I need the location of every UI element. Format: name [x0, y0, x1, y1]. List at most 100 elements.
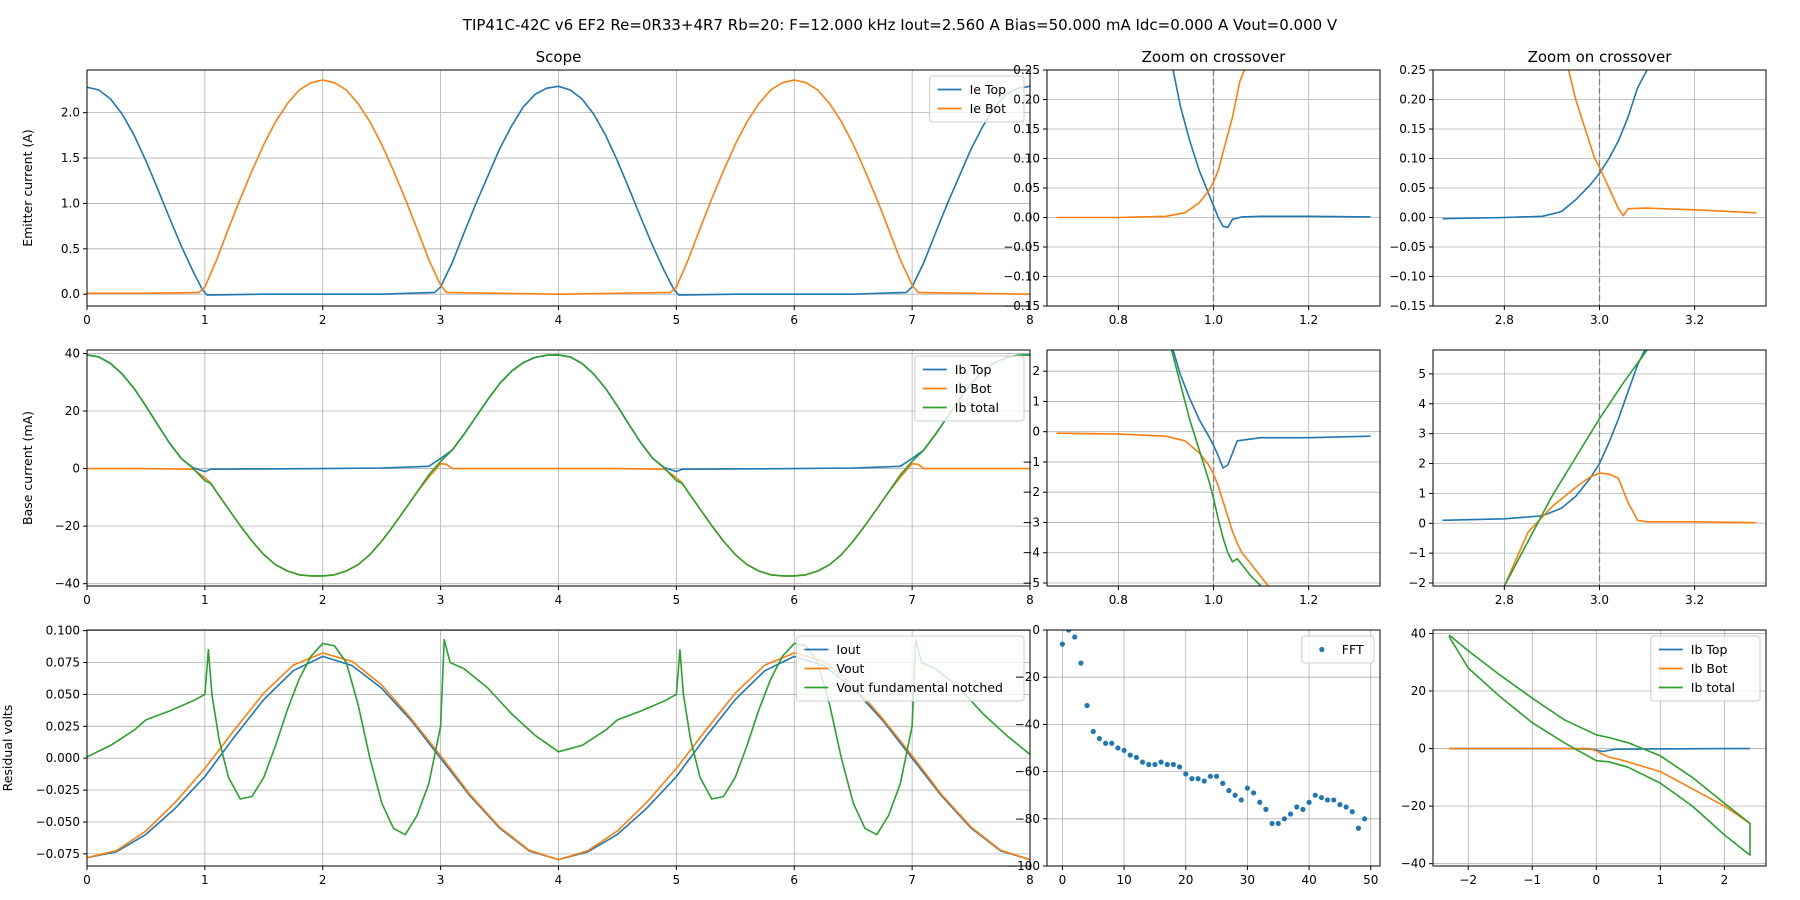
legend: Ib Top Ib Bot Ib total — [1650, 635, 1761, 702]
tick-label-y: −20 — [1401, 799, 1426, 813]
data-point — [1300, 806, 1306, 812]
legend-label: Ib Top — [1691, 642, 1728, 657]
data-point — [1281, 816, 1288, 822]
data-point — [1195, 776, 1201, 782]
series-line-ib-total — [1503, 350, 1648, 586]
tick-label-x: 4 — [555, 873, 563, 887]
tick-label-y: −0.050 — [36, 815, 80, 829]
tick-label-y: −80 — [1015, 812, 1040, 826]
tick-label-x: 5 — [673, 593, 681, 607]
tick-label-x: 2 — [319, 593, 327, 607]
data-point — [1096, 735, 1103, 742]
data-point — [1158, 759, 1164, 765]
tick-label-y: −60 — [1015, 765, 1040, 779]
legend-label: FFT — [1342, 642, 1364, 657]
legend-marker — [1319, 646, 1325, 653]
tick-label-y: 0.00 — [1013, 211, 1040, 225]
legend-frame — [1301, 635, 1375, 664]
series-line-ib-top — [1172, 350, 1371, 469]
series-line-ib-total — [1170, 350, 1262, 586]
tick-label-x: 1 — [201, 593, 209, 607]
legend-label: Ib Top — [955, 362, 992, 377]
legend-label: Ie Top — [970, 82, 1007, 97]
data-point — [1263, 806, 1269, 812]
tick-label-x: 40 — [1301, 873, 1316, 887]
tick-label-x: 0 — [83, 873, 91, 887]
data-point — [1084, 702, 1090, 709]
data-point — [1343, 804, 1349, 810]
data-point — [1275, 820, 1281, 827]
data-point — [1189, 776, 1195, 782]
tick-label-y: −2 — [1022, 485, 1040, 499]
tick-label-x: 7 — [908, 313, 916, 327]
tick-label-x: 7 — [908, 593, 916, 607]
tick-label-x: 50 — [1363, 873, 1378, 887]
tick-label-x: 5 — [673, 313, 681, 327]
data-point — [1139, 759, 1146, 765]
figure-suptitle: TIP41C-42C v6 EF2 Re=0R33+4R7 Rb=20: F=1… — [462, 16, 1338, 34]
data-point — [1361, 816, 1368, 822]
tick-label-x: 0.8 — [1109, 313, 1128, 327]
tick-label-x: 1.2 — [1299, 313, 1318, 327]
data-point — [1226, 787, 1232, 794]
axes-scope-emitter: 0 1 2 3 4 5 6 7 8 0.0 0.5 1.0 1.5 2.0 Scope Emitter cur… — [20, 48, 1034, 327]
data-point — [1127, 752, 1133, 758]
axes-zoom-emitter-1: 0.8 1.0 1.2 −0.15 −0.10 −0.05 0.00 0.05 0.10 0.15… — [1003, 48, 1381, 327]
data-point — [1355, 825, 1362, 831]
y-axis-label: Residual volts — [0, 705, 15, 792]
tick-label-x: 2.8 — [1495, 313, 1514, 327]
legend-label: Ib Bot — [1691, 661, 1728, 676]
tick-label-y: 0.25 — [1399, 63, 1426, 77]
tick-label-x: 4 — [555, 313, 563, 327]
tick-label-x: 2 — [1721, 873, 1729, 887]
data-point — [1183, 771, 1189, 777]
data-point — [1337, 802, 1343, 808]
legend-label: Iout — [836, 642, 860, 657]
data-point — [1065, 630, 1072, 633]
series-line-ie-bot — [1056, 70, 1246, 219]
data-point — [1164, 761, 1170, 768]
series-line-ib-total — [87, 354, 1030, 577]
tick-label-x: 3 — [437, 873, 445, 887]
tick-label-y: −1 — [1408, 546, 1426, 560]
tick-label-y: 1.0 — [61, 196, 80, 210]
axes-zoom-emitter-3: 2.8 3.0 3.2 −0.15 −0.10 −0.05 0.00 0.05 0.10 0.15… — [1389, 48, 1767, 327]
tick-label-x: 3.2 — [1685, 593, 1704, 607]
tick-label-y: 0 — [1032, 623, 1040, 637]
tick-label-x: 1.0 — [1204, 593, 1223, 607]
tick-label-y: 20 — [1411, 684, 1426, 698]
series-line-ie-top — [87, 85, 1030, 296]
data-point — [1152, 761, 1158, 768]
data-point — [1109, 740, 1115, 746]
tick-label-y: 0 — [72, 462, 80, 476]
tick-label-x: 2 — [319, 313, 327, 327]
tick-label-y: −0.05 — [1003, 240, 1040, 254]
axes-frame — [1432, 629, 1767, 867]
tick-label-x: 2 — [319, 873, 327, 887]
legend-label: Ib total — [1691, 680, 1735, 695]
series-line-ie-bot — [87, 79, 1030, 295]
legend-label: Ib total — [955, 400, 999, 415]
axes-xy-base: −2 −1 0 1 2 −40 −20 0 20 40 Ib Top Ib Bot Ib total — [1401, 626, 1767, 887]
legend-label: Vout — [836, 661, 864, 676]
tick-label-x: 20 — [1178, 873, 1193, 887]
series-line-ie-bot — [1567, 70, 1757, 217]
tick-label-x: 3 — [437, 313, 445, 327]
tick-label-y: −40 — [1401, 857, 1426, 871]
axes-title: Zoom on crossover — [1528, 48, 1673, 66]
tick-label-x: 3 — [437, 593, 445, 607]
tick-label-y: −40 — [55, 577, 80, 591]
data-point — [1312, 792, 1318, 798]
tick-label-x: 0 — [1592, 873, 1600, 887]
tick-label-y: −0.10 — [1389, 270, 1426, 284]
tick-label-x: 2.8 — [1495, 593, 1514, 607]
tick-label-y: −2 — [1408, 576, 1426, 590]
data-point — [1331, 797, 1337, 803]
tick-label-y: 20 — [65, 404, 80, 418]
data-point — [1257, 799, 1263, 805]
data-point — [1121, 747, 1127, 753]
tick-label-y: 4 — [1418, 397, 1426, 411]
tick-label-x: 6 — [790, 313, 798, 327]
legend-label: Ie Bot — [970, 101, 1007, 116]
data-point — [1294, 804, 1300, 810]
